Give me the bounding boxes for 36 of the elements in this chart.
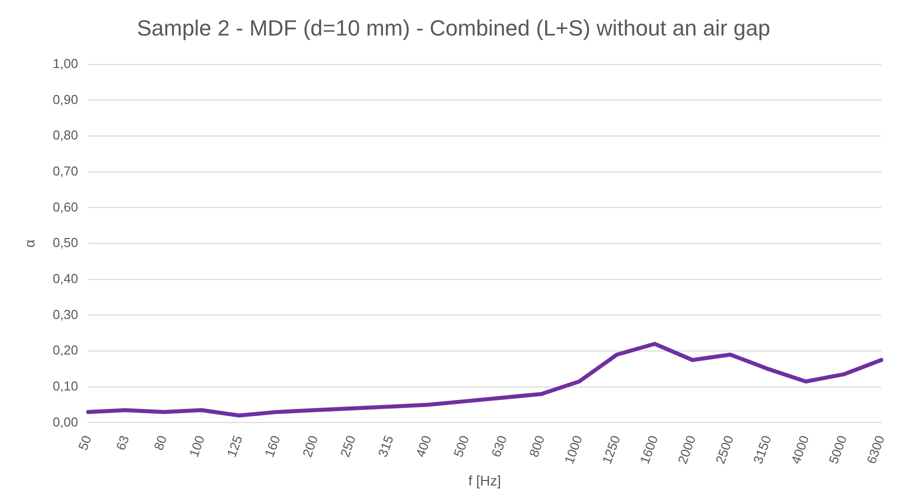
x-tick-label: 250 [337, 433, 359, 459]
x-tick-label: 3150 [750, 433, 774, 466]
x-tick-label: 1250 [599, 433, 624, 466]
x-tick-label: 63 [113, 433, 132, 452]
x-tick-label: 125 [224, 433, 246, 459]
x-tick-label: 800 [526, 433, 548, 459]
x-tick-label: 6300 [864, 433, 888, 466]
x-tick-label: 5000 [826, 433, 850, 466]
x-tick-label: 500 [450, 433, 472, 459]
y-tick-label: 0,00 [52, 414, 78, 430]
y-tick-label: 0,70 [52, 163, 78, 178]
y-tick-label: 0,30 [52, 306, 78, 322]
x-tick-label: 80 [150, 433, 170, 452]
x-tick-label: 1600 [636, 433, 661, 466]
x-tick-label: 50 [75, 433, 94, 452]
y-tick-label: 0,20 [52, 342, 78, 358]
x-tick-label: 100 [186, 433, 208, 459]
y-tick-label: 0,80 [52, 128, 78, 143]
x-tick-label: 315 [374, 433, 396, 459]
x-tick-label: 2000 [674, 433, 699, 466]
x-tick-label: 160 [262, 433, 284, 459]
chart-title: Sample 2 - MDF (d=10 mm) - Combined (L+S) without an air gap [136, 15, 770, 40]
y-tick-label: 1,00 [52, 56, 78, 71]
y-tick-label: 0,90 [52, 92, 78, 107]
x-tick-label: 4000 [788, 433, 812, 466]
y-axis-title: α [21, 239, 38, 248]
x-axis-title: f [Hz] [468, 472, 502, 488]
y-tick-label: 0,60 [52, 199, 78, 214]
y-tick-label: 0,40 [52, 270, 78, 286]
x-tick-label: 1000 [561, 433, 586, 466]
x-tick-label: 400 [412, 433, 434, 459]
y-tick-label: 0,10 [52, 378, 78, 394]
x-tick-label: 2500 [712, 433, 736, 466]
x-tick-label: 630 [488, 433, 510, 459]
x-tick-label: 200 [299, 433, 321, 459]
y-tick-label: 0,50 [52, 235, 78, 250]
